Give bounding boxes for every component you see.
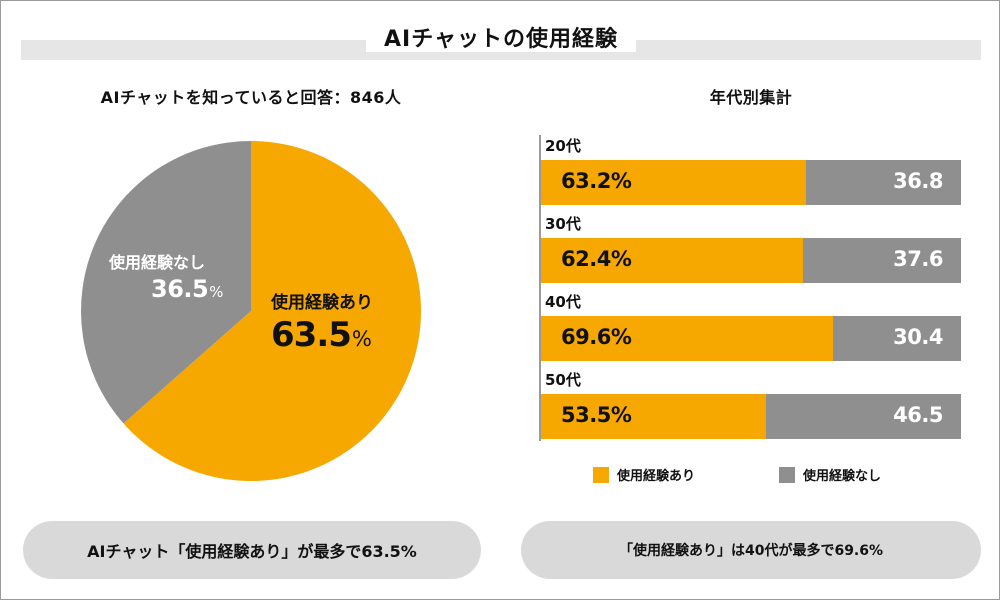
bar-used-20s bbox=[541, 160, 807, 205]
pie-value-not-used-number: 36.5 bbox=[151, 275, 209, 303]
pie-value-used-number: 63.5 bbox=[271, 315, 352, 355]
pie-label-used: 使用経験あり bbox=[271, 293, 373, 313]
summary-pill-pie: AIチャット「使用経験あり」が最多で63.5% bbox=[23, 521, 481, 579]
category-label-50s: 50代 bbox=[545, 371, 581, 389]
bar-track-30s: 62.4% 37.6 bbox=[541, 238, 961, 283]
bar-used-label-50s: 53.5% bbox=[561, 403, 632, 427]
bar-chart-title: 年代別集計 bbox=[709, 88, 793, 107]
legend-swatch-not-used bbox=[779, 466, 795, 483]
pie-label-not-used: 使用経験なし bbox=[109, 253, 206, 272]
bar-track-20s: 63.2% 36.8 bbox=[541, 160, 961, 205]
legend-label-used: 使用経験あり bbox=[617, 469, 696, 484]
bar-not-used-label-30s: 37.6 bbox=[893, 247, 943, 271]
page-title-text: AIチャットの使用経験 bbox=[366, 27, 636, 52]
bar-not-used-label-40s: 30.4 bbox=[893, 325, 943, 349]
bar-used-label-30s: 62.4% bbox=[561, 247, 632, 271]
bar-chart: 20代 63.2% 36.8 30代 62.4% 37.6 40代 69.6% … bbox=[539, 131, 961, 441]
legend-swatch-used bbox=[593, 466, 609, 483]
bar-used-40s bbox=[541, 316, 834, 361]
bar-used-label-40s: 69.6% bbox=[561, 325, 632, 349]
pie-value-not-used: 36.5% bbox=[151, 275, 223, 303]
category-label-30s: 30代 bbox=[545, 215, 581, 233]
summary-pill-bars: 「使用経験あり」は40代が最多で69.6% bbox=[521, 521, 981, 579]
pie-value-used-unit: % bbox=[351, 326, 372, 351]
bar-not-used-label-50s: 46.5 bbox=[893, 403, 943, 427]
bar-not-used-label-20s: 36.8 bbox=[893, 169, 943, 193]
bar-used-50s bbox=[541, 394, 766, 439]
bar-chart-axis bbox=[539, 135, 541, 441]
bar-used-30s bbox=[541, 238, 804, 283]
category-label-20s: 20代 bbox=[545, 137, 581, 155]
bar-track-40s: 69.6% 30.4 bbox=[541, 316, 961, 361]
legend-item-used: 使用経験あり bbox=[593, 465, 695, 484]
pie-value-used: 63.5% bbox=[271, 315, 372, 355]
category-label-40s: 40代 bbox=[545, 293, 581, 311]
bar-track-50s: 53.5% 46.5 bbox=[541, 394, 961, 439]
pie-chart-title: AIチャットを知っていると回答：846人 bbox=[100, 88, 402, 107]
legend-item-not-used: 使用経験なし bbox=[779, 465, 881, 484]
pie-value-not-used-unit: % bbox=[209, 283, 223, 301]
page-title: AIチャットの使用経験 bbox=[1, 21, 1000, 53]
legend-label-not-used: 使用経験なし bbox=[803, 469, 882, 484]
bar-used-label-20s: 63.2% bbox=[561, 169, 632, 193]
